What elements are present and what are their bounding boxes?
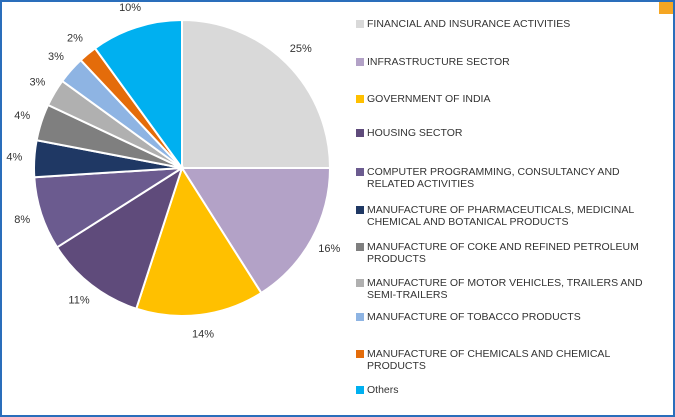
legend-swatch <box>356 243 364 251</box>
legend-label: GOVERNMENT OF INDIA <box>367 93 491 105</box>
legend-item: FINANCIAL AND INSURANCE ACTIVITIES <box>356 18 661 30</box>
legend-label: MANUFACTURE OF MOTOR VEHICLES, TRAILERS … <box>367 277 643 301</box>
legend-swatch <box>356 279 364 287</box>
data-label: 8% <box>14 214 30 226</box>
legend-swatch <box>356 350 364 358</box>
legend-item: GOVERNMENT OF INDIA <box>356 93 661 105</box>
data-label: 2% <box>67 32 83 44</box>
legend-item: MANUFACTURE OF TOBACCO PRODUCTS <box>356 311 661 323</box>
pie-slice <box>135 165 263 317</box>
data-label: 3% <box>29 76 45 88</box>
legend-label: Others <box>367 384 399 396</box>
legend-item: MANUFACTURE OF MOTOR VEHICLES, TRAILERS … <box>356 277 661 301</box>
legend-label: INFRASTRUCTURE SECTOR <box>367 56 510 68</box>
legend-swatch <box>356 20 364 28</box>
data-label: 11% <box>68 295 89 307</box>
data-label: 25% <box>290 43 312 55</box>
legend-item: MANUFACTURE OF CHEMICALS AND CHEMICAL PR… <box>356 348 661 372</box>
legend-item: MANUFACTURE OF PHARMACEUTICALS, MEDICINA… <box>356 204 661 228</box>
legend-label: FINANCIAL AND INSURANCE ACTIVITIES <box>367 18 571 30</box>
legend-label: MANUFACTURE OF CHEMICALS AND CHEMICAL PR… <box>367 348 610 372</box>
data-label: 4% <box>6 151 22 163</box>
legend-item: HOUSING SECTOR <box>356 127 661 139</box>
pie-slice <box>55 165 184 311</box>
legend-label: HOUSING SECTOR <box>367 127 463 139</box>
corner-accent <box>659 2 673 14</box>
legend-swatch <box>356 168 364 176</box>
legend-swatch <box>356 95 364 103</box>
legend-label: MANUFACTURE OF TOBACCO PRODUCTS <box>367 311 581 323</box>
legend-label: MANUFACTURE OF PHARMACEUTICALS, MEDICINA… <box>367 204 634 228</box>
legend-label: COMPUTER PROGRAMMING, CONSULTANCY AND RE… <box>367 166 620 190</box>
data-label: 4% <box>14 110 30 122</box>
legend-swatch <box>356 206 364 214</box>
data-label: 3% <box>48 51 64 63</box>
pie-slice <box>181 18 332 169</box>
legend-swatch <box>356 58 364 66</box>
legend-label: MANUFACTURE OF COKE AND REFINED PETROLEU… <box>367 241 639 265</box>
data-label: 10% <box>119 2 141 14</box>
legend-item: Others <box>356 384 661 396</box>
legend-item: INFRASTRUCTURE SECTOR <box>356 56 661 68</box>
legend-swatch <box>356 129 364 137</box>
legend-item: COMPUTER PROGRAMMING, CONSULTANCY AND RE… <box>356 166 661 190</box>
legend-item: MANUFACTURE OF COKE AND REFINED PETROLEU… <box>356 241 661 265</box>
pie-slice <box>93 18 183 172</box>
pie-chart: 25%16%14%11%8%4%4%3%3%2%10% <box>6 2 340 341</box>
data-label: 14% <box>192 329 214 341</box>
data-label: 16% <box>318 243 340 255</box>
pie-slice <box>180 167 332 295</box>
legend-swatch <box>356 386 364 394</box>
legend-swatch <box>356 313 364 321</box>
